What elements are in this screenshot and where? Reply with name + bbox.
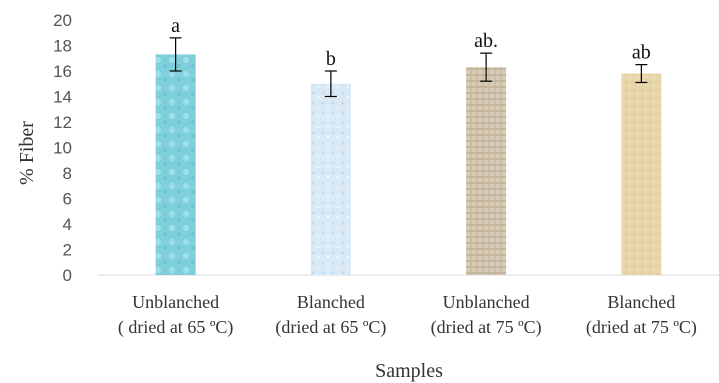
x-tick-label: Blanched: [297, 292, 365, 312]
y-axis-title: % Fiber: [16, 121, 38, 185]
bar: [310, 83, 351, 275]
x-tick-label: Unblanched: [443, 292, 530, 312]
bar: [466, 67, 507, 275]
x-tick-label: Unblanched: [132, 292, 219, 312]
significance-label: ab.: [474, 30, 498, 52]
y-tick-label: 20: [53, 11, 72, 30]
x-tick-label: ( dried at 65 ºC): [118, 317, 234, 338]
y-tick-label: 16: [53, 62, 72, 81]
x-tick-label: Blanched: [607, 292, 675, 312]
bar: [155, 54, 196, 275]
y-tick-label: 12: [53, 113, 72, 132]
x-tick-label: (dried at 75 ºC): [586, 317, 697, 338]
x-tick-label: (dried at 75 ºC): [431, 317, 542, 338]
x-axis-title: Samples: [375, 360, 443, 382]
significance-label: b: [326, 48, 336, 70]
y-tick-label: 10: [53, 139, 72, 158]
y-tick-label: 18: [53, 37, 72, 56]
y-axis-ticks: 0 2 4 6 8 10 12 14 16 18 20: [53, 11, 72, 285]
y-tick-label: 4: [63, 215, 72, 234]
y-tick-label: 14: [53, 88, 72, 107]
y-tick-label: 8: [63, 164, 72, 183]
significance-label: ab: [632, 42, 651, 64]
x-axis-labels: Unblanched ( dried at 65 ºC) Blanched (drie…: [118, 292, 697, 338]
x-tick-label: (dried at 65 ºC): [275, 317, 386, 338]
significance-label: a: [171, 15, 180, 37]
y-tick-label: 2: [63, 241, 72, 260]
y-tick-label: 6: [63, 190, 72, 209]
bar: [621, 73, 662, 275]
y-tick-label: 0: [63, 266, 72, 285]
